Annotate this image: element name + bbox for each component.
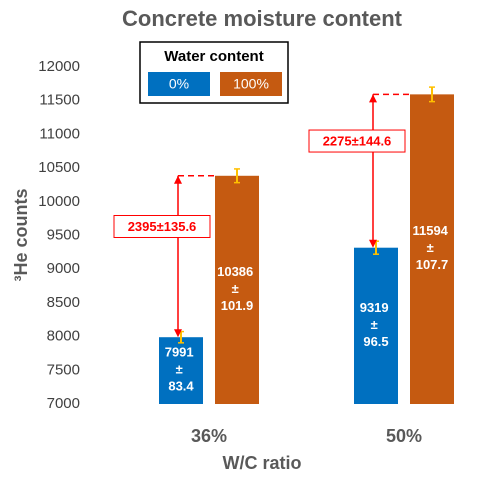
y-tick-label: 10000 [38, 193, 80, 210]
x-tick-label: 50% [386, 426, 422, 446]
y-tick-label: 8000 [47, 328, 80, 345]
y-axis-label: ³He counts [11, 188, 31, 281]
annotation-arrowhead [174, 329, 182, 338]
x-axis-label: W/C ratio [223, 453, 302, 473]
error-bar [429, 86, 435, 103]
bar [159, 337, 203, 404]
bar [410, 94, 454, 404]
error-bar [234, 168, 240, 184]
chart-title: Concrete moisture content [122, 6, 403, 31]
y-tick-label: 10500 [38, 159, 80, 176]
legend-title: Water content [164, 48, 263, 65]
annotation-label: 2275±144.6 [323, 133, 392, 148]
data-label: 7991 ± 83.4 [165, 345, 198, 394]
y-tick-label: 11000 [39, 125, 80, 142]
annotation-label: 2395±135.6 [128, 219, 197, 234]
bar [215, 175, 259, 404]
legend-label: 0% [169, 76, 189, 92]
annotation-arrowhead [174, 175, 182, 184]
y-tick-label: 9000 [47, 260, 80, 277]
annotation-box [113, 214, 211, 238]
annotation-arrowhead [369, 94, 377, 103]
y-tick-label: 11500 [39, 92, 80, 109]
y-tick-label: 7000 [47, 395, 80, 412]
data-label: 10386 ± 101.9 [217, 264, 257, 313]
y-tick-label: 7500 [47, 361, 80, 378]
bar [354, 247, 398, 404]
y-tick-label: 12000 [38, 58, 80, 75]
data-label: 11594 ± 107.7 [412, 224, 451, 273]
x-tick-label: 36% [191, 426, 227, 446]
data-label: 9319 ± 96.5 [360, 300, 393, 349]
annotation-arrowhead [369, 239, 377, 248]
y-tick-label: 9500 [47, 226, 80, 243]
legend-swatch [220, 72, 282, 96]
legend-swatch [148, 72, 210, 96]
annotation-box [308, 129, 406, 153]
legend-label: 100% [233, 76, 269, 92]
y-tick-label: 8500 [47, 294, 80, 311]
